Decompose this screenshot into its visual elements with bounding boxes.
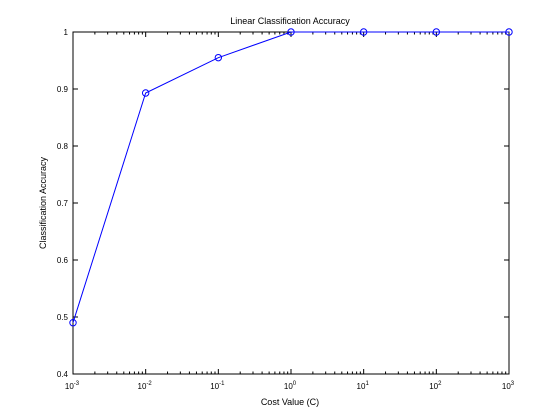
x-tick-label-exponent: 2	[438, 381, 442, 387]
chart-title: Linear Classification Accuracy	[230, 16, 350, 26]
y-tick-label: 0.6	[57, 256, 69, 265]
y-tick-label: 0.7	[57, 199, 69, 208]
x-tick-label-base: 10	[429, 382, 438, 391]
x-tick-label-base: 10	[284, 382, 293, 391]
x-tick-label-base: 10	[65, 382, 74, 391]
x-tick-label: 100	[284, 381, 297, 391]
x-tick-label: 10-2	[138, 381, 153, 391]
data-point-marker	[69, 319, 77, 327]
x-axis-label: Cost Value (C)	[261, 397, 319, 407]
x-tick-label-exponent: 3	[511, 381, 515, 387]
x-tick-label-exponent: 1	[365, 381, 369, 387]
y-tick-label: 0.9	[57, 85, 69, 94]
series-line	[72, 31, 509, 323]
x-tick-label-exponent: -1	[219, 381, 225, 387]
data-series	[69, 28, 513, 327]
x-tick-label-exponent: -2	[146, 381, 152, 387]
y-axis-label: Classification Accuracy	[38, 156, 48, 249]
data-point-marker	[359, 28, 368, 36]
data-point-marker	[214, 53, 223, 62]
x-tick-label: 10-3	[65, 381, 80, 391]
y-tick-label: 1	[64, 28, 69, 37]
data-point-marker	[432, 28, 441, 36]
x-tick-label: 102	[429, 381, 442, 391]
x-tick-label: 10-1	[210, 381, 225, 391]
x-tick-label: 103	[502, 381, 515, 391]
data-point-marker	[505, 28, 513, 36]
x-tick-label-base: 10	[210, 382, 219, 391]
data-point-marker	[287, 28, 295, 36]
x-tick-label-exponent: 0	[293, 381, 297, 387]
x-tick-label-base: 10	[357, 382, 366, 391]
plot-area	[72, 31, 510, 375]
x-tick-label: 101	[357, 381, 370, 391]
axis-ticks: 10-3 10-2 10-1 100 101 102 1030.40.50.60.70.80…	[57, 28, 515, 391]
x-tick-label-exponent: -3	[74, 381, 80, 387]
data-point-marker	[141, 89, 150, 97]
y-tick-label: 0.8	[57, 142, 69, 151]
y-tick-label: 0.4	[57, 370, 69, 379]
y-tick-label: 0.5	[57, 313, 69, 322]
x-tick-label-base: 10	[138, 382, 147, 391]
x-tick-label-base: 10	[502, 382, 511, 391]
